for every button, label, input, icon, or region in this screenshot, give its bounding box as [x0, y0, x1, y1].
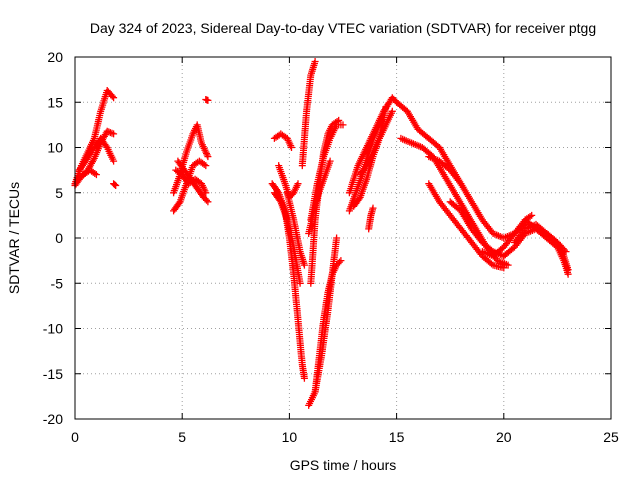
data-point-marker [204, 198, 212, 206]
series-arc-c5 [283, 189, 308, 269]
y-tick-label: -15 [43, 366, 63, 382]
series-arc-d3 [311, 257, 345, 396]
data-point-marker [203, 150, 210, 157]
series-arc-a4 [80, 166, 100, 179]
data-point-marker [288, 144, 295, 151]
x-axis-title: GPS time / hours [290, 457, 397, 473]
series-arc-a3 [75, 134, 118, 174]
y-tick-label: 0 [55, 230, 63, 246]
chart-title: Day 324 of 2023, Sidereal Day-to-day VTE… [90, 20, 596, 36]
series-arc-f6 [478, 211, 536, 260]
y-axis-title: SDTVAR / TECUs [6, 182, 22, 294]
series-arc-g3 [521, 216, 572, 278]
x-tick-label: 5 [178, 429, 186, 445]
x-tick-label: 20 [496, 429, 512, 445]
y-tick-label: -20 [43, 411, 63, 427]
data-point-marker [110, 130, 118, 138]
data-point-marker [108, 129, 116, 137]
series-arc-b5 [202, 96, 212, 104]
y-tick-labels: -20 -15 -10 -5 0 5 10 15 20 [43, 49, 63, 427]
x-tick-label: 0 [71, 429, 79, 445]
grid [75, 57, 611, 419]
data-point-marker [204, 153, 212, 161]
y-tick-label: 10 [47, 140, 63, 156]
data-point-marker [110, 94, 118, 102]
plot-frame [74, 56, 612, 420]
series-arc-f1 [393, 98, 465, 188]
data-points [71, 58, 572, 409]
series-arc-c2 [270, 189, 304, 287]
data-point-marker [333, 234, 341, 242]
data-point-marker [296, 279, 304, 287]
data-point-marker [202, 148, 210, 156]
data-point-marker [564, 270, 572, 278]
series-arc-e5 [365, 204, 377, 233]
data-point-marker [203, 196, 210, 204]
data-point-marker [526, 213, 534, 220]
series-arc-d1 [298, 58, 319, 170]
data-point-marker [92, 171, 100, 179]
series-arc-d6 [305, 157, 334, 237]
series-arc-b4 [174, 157, 212, 206]
data-point-marker [528, 211, 536, 219]
series-arc-b2 [170, 157, 210, 215]
series-arc-f2 [397, 134, 512, 269]
data-point-marker [339, 121, 347, 129]
data-point-marker [337, 257, 345, 265]
data-point-marker [111, 181, 119, 189]
data-point-marker [369, 204, 377, 212]
data-point-marker [504, 261, 512, 269]
series-arc-a5 [110, 180, 120, 189]
data-point-marker [200, 161, 208, 168]
data-point-marker [382, 103, 390, 111]
data-point-marker [204, 96, 212, 104]
x-tick-labels: 0 5 10 15 20 25 [71, 429, 619, 445]
data-point-marker [300, 261, 308, 269]
data-point-marker [300, 374, 308, 382]
data-point-marker [103, 127, 111, 135]
data-point-marker [500, 264, 508, 272]
data-point-marker [112, 182, 120, 189]
data-point-marker [311, 58, 319, 65]
y-tick-label: 15 [47, 94, 63, 110]
data-point-marker [326, 157, 334, 165]
data-point-marker [108, 92, 116, 100]
y-tick-label: 20 [47, 49, 63, 65]
data-point-marker [388, 107, 396, 115]
data-point-marker [294, 180, 302, 188]
data-point-marker [105, 128, 113, 136]
data-point-marker [110, 157, 118, 165]
data-point-marker [89, 156, 97, 164]
x-tick-label: 10 [282, 429, 298, 445]
x-tick-label: 25 [603, 429, 619, 445]
data-point-marker [203, 151, 211, 159]
data-point-marker [202, 162, 210, 170]
y-tick-label: 5 [55, 185, 63, 201]
y-tick-label: -10 [43, 321, 63, 337]
data-point-marker [335, 258, 343, 266]
x-tick-label: 15 [389, 429, 405, 445]
y-tick-label: -5 [51, 275, 64, 291]
series-arc-c3 [270, 130, 295, 151]
series-arc-e4 [356, 107, 396, 179]
data-point-marker [91, 170, 99, 177]
